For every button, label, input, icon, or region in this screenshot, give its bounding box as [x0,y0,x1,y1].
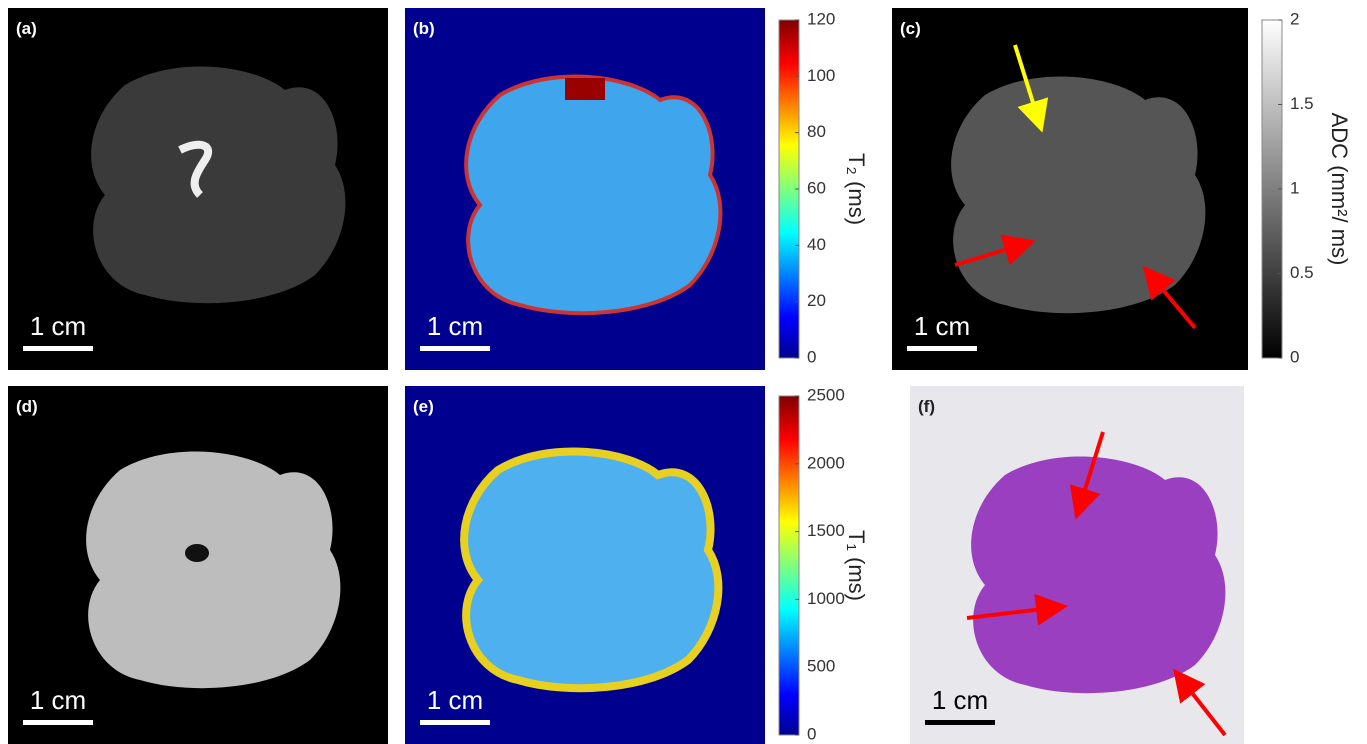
colorbar-tick-label: 80 [807,122,826,141]
figure: (a) 1 cm (b) 1 cm (c) 1 cm (d) 1 cm (e) 1 cm (f) 1 … [0,0,1367,744]
colorbar-tick-label: 2 [1290,9,1299,28]
colorbar-tick-label: 2500 [807,385,845,404]
tissue [466,76,720,313]
colorbar-tick-label: 0 [807,724,816,743]
colorbar-tick-label: 0.5 [1290,263,1314,282]
scale-bar-label: 1 cm [914,311,970,341]
colorbar-tick-label: 100 [807,66,835,85]
scale-bar [23,720,93,725]
scale-bar [907,346,977,351]
tissue [464,451,718,688]
colorbar-tick-label: 1 [1290,178,1299,197]
panel-label: (c) [900,19,921,38]
tissue [951,76,1205,313]
colorbar [779,396,799,735]
colorbar-tick-label: 0 [807,347,816,366]
tissue [86,451,340,688]
panel-label: (e) [413,397,434,416]
colorbar-label: T₁ (ms) [844,530,869,601]
colorbar-tick-label: 0 [1290,347,1299,366]
colorbar-label: T₂ (ms) [844,153,869,225]
colorbar-tick-label: 1.5 [1290,94,1314,113]
colorbar-tick-label: 120 [807,9,835,28]
scale-bar-label: 1 cm [30,311,86,341]
colorbar-tick-label: 1000 [807,589,845,608]
scale-bar-label: 1 cm [932,685,988,715]
colorbar-tick-label: 40 [807,235,826,254]
scale-bar [420,346,490,351]
scale-bar [23,346,93,351]
colorbar-tick-label: 1500 [807,521,845,540]
panel-label: (f) [918,397,935,416]
colorbar-tick-label: 60 [807,178,826,197]
scale-bar [925,720,995,725]
panel-label: (d) [16,397,38,416]
colorbar-label: ADC (mm²/ ms) [1327,113,1352,266]
colorbar-tick-label: 500 [807,657,835,676]
panel-label: (a) [16,19,37,38]
colorbar-tick-label: 20 [807,291,826,310]
scale-bar-label: 1 cm [30,685,86,715]
scale-bar-label: 1 cm [427,311,483,341]
colorbar-tick-label: 2000 [807,453,845,472]
scale-bar [420,720,490,725]
tissue [971,456,1225,693]
scale-bar-label: 1 cm [427,685,483,715]
panel-label: (b) [413,19,435,38]
tissue [91,66,345,303]
